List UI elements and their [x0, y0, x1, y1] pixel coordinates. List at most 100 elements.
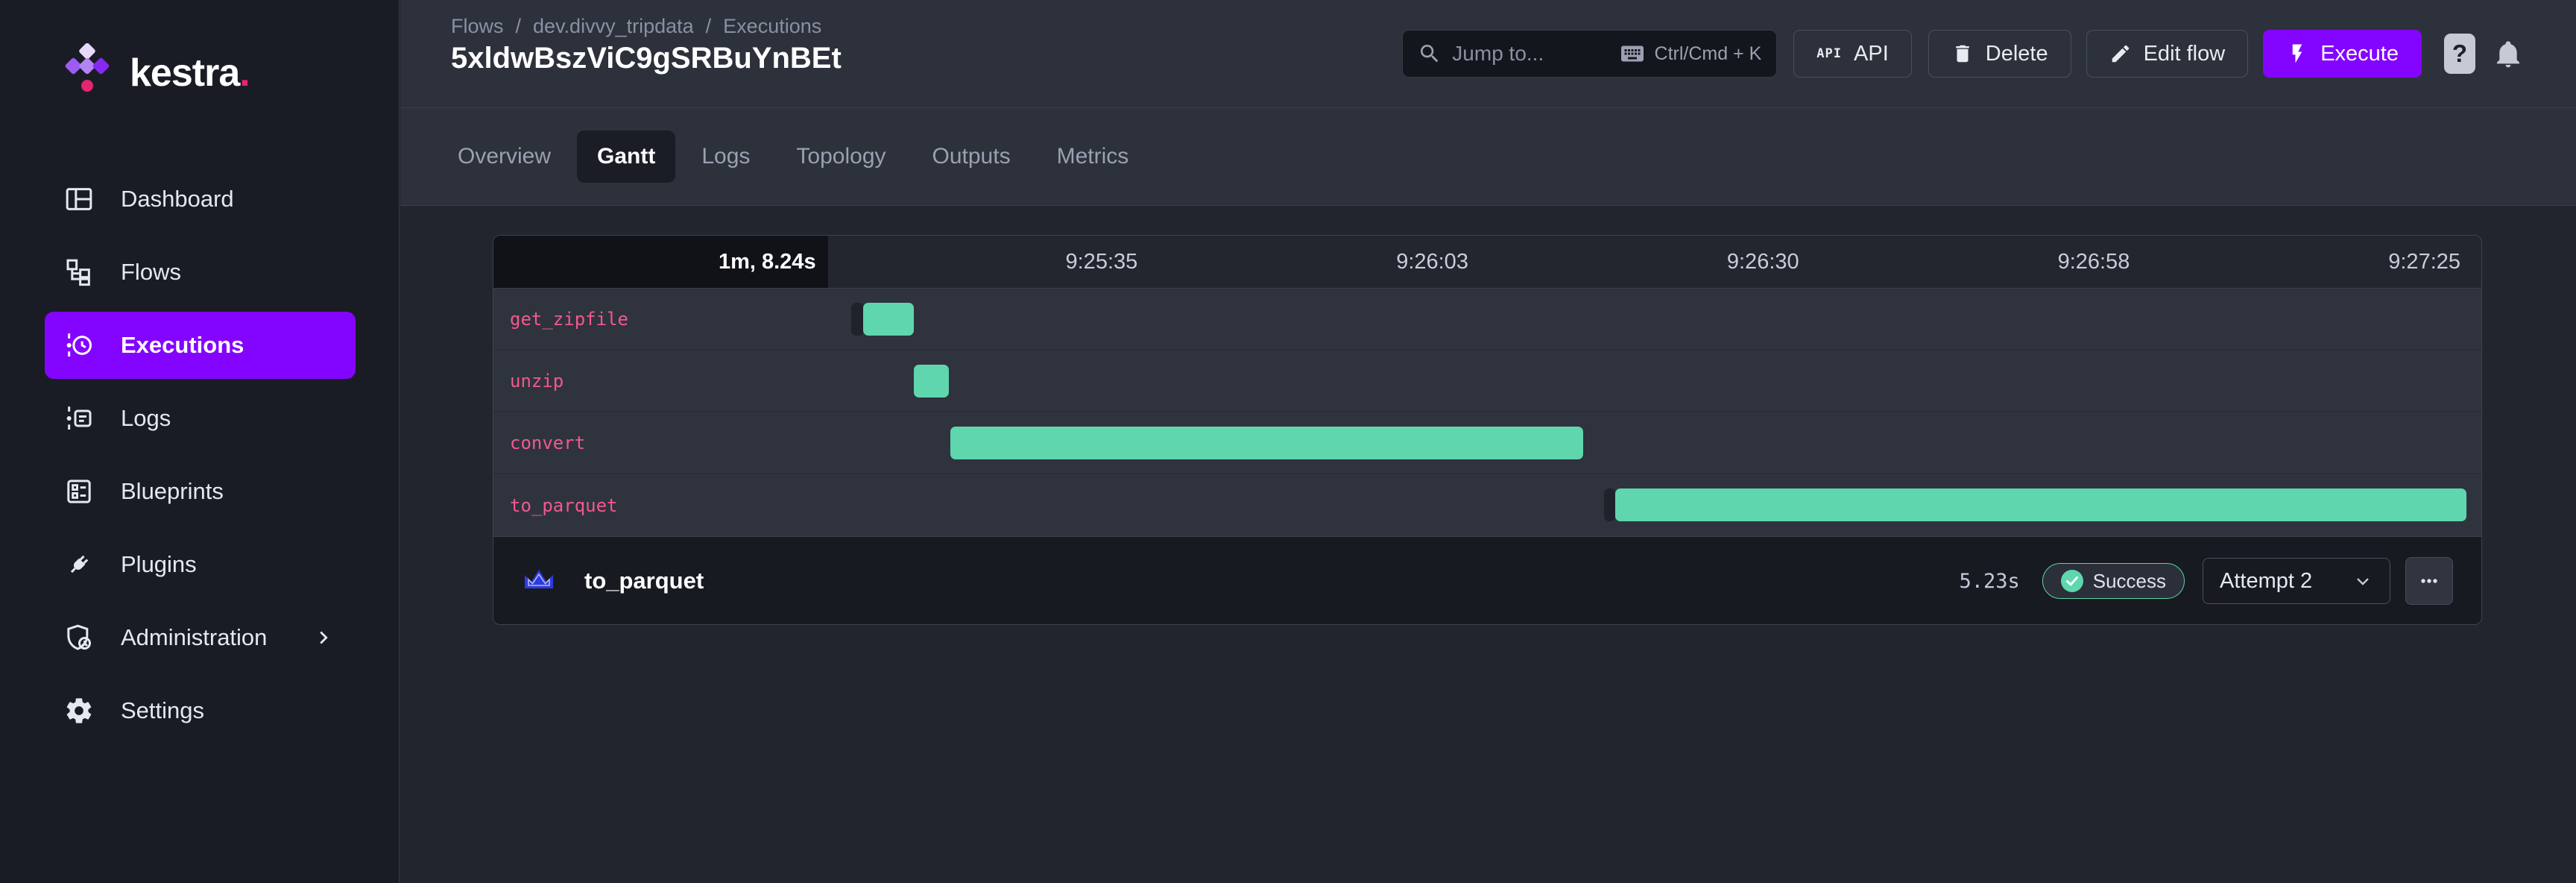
breadcrumb-separator: /	[515, 15, 522, 37]
executions-icon	[64, 330, 94, 360]
attempt-select-value: Attempt 2	[2220, 568, 2313, 593]
keyboard-icon	[1619, 40, 1646, 67]
header-actions: Jump to... Ctrl/Cmd + K API API Delete	[1402, 0, 2523, 107]
tab-gantt[interactable]: Gantt	[577, 131, 676, 183]
sidebar-item-flows[interactable]: Flows	[0, 236, 399, 309]
check-circle-icon	[2060, 570, 2083, 592]
breadcrumb-namespace[interactable]: dev.divvy_tripdata	[533, 15, 694, 37]
breadcrumb-executions[interactable]: Executions	[723, 15, 822, 37]
sidebar-nav: Dashboard Flows Executions	[0, 163, 399, 747]
time-tick: 9:25:35	[1065, 249, 1138, 274]
gantt-panel: 1m, 8.24s 9:25:35 9:26:03 9:26:30 9:26:5…	[493, 235, 2482, 625]
sidebar-item-label: Settings	[121, 697, 205, 723]
gantt-run-bar[interactable]	[950, 427, 1584, 459]
help-button[interactable]: ?	[2444, 34, 2475, 74]
sidebar-item-administration[interactable]: Administration	[0, 601, 399, 674]
kestra-logo-icon	[63, 43, 112, 103]
task-duration: 5.23s	[1959, 569, 2020, 593]
brand-name: kestra.	[130, 51, 250, 95]
gantt-queue-bar	[851, 303, 864, 336]
bell-icon	[2493, 39, 2523, 69]
sidebar-item-settings[interactable]: Settings	[0, 674, 399, 747]
time-tick: 9:26:58	[2057, 249, 2130, 274]
task-plugin-icon	[522, 564, 556, 598]
plugins-icon	[64, 550, 94, 579]
blueprints-icon	[64, 477, 94, 506]
attempt-select[interactable]: Attempt 2	[2203, 558, 2390, 604]
gantt-timeline-header: 1m, 8.24s 9:25:35 9:26:03 9:26:30 9:26:5…	[493, 236, 2481, 289]
status-badge: Success	[2042, 563, 2185, 599]
sidebar-item-label: Executions	[121, 332, 244, 358]
gantt-rows: get_zipfile unzip convert to_parquet	[493, 289, 2481, 536]
page-title: 5xldwBszViC9gSRBuYnBEt	[451, 42, 842, 75]
gantt-row-convert[interactable]: convert	[493, 412, 2481, 474]
gantt-row-get_zipfile[interactable]: get_zipfile	[493, 289, 2481, 351]
notifications-button[interactable]	[2493, 39, 2523, 69]
lightning-bolt-icon	[2286, 43, 2308, 65]
task-detail-row: to_parquet 5.23s Success Attempt 2	[493, 536, 2481, 624]
tab-logs[interactable]: Logs	[701, 144, 751, 169]
settings-icon	[64, 696, 94, 726]
main-area: Flows / dev.divvy_tripdata / Executions …	[400, 0, 2576, 883]
gantt-run-bar[interactable]	[1614, 488, 2466, 521]
tab-bar: Overview Gantt Logs Topology Outputs Met…	[400, 107, 2576, 206]
time-tick: 9:27:25	[2388, 249, 2461, 274]
sidebar-item-plugins[interactable]: Plugins	[0, 528, 399, 601]
trash-icon	[1951, 43, 1974, 65]
status-label: Success	[2092, 569, 2166, 592]
search-placeholder: Jump to...	[1452, 42, 1544, 65]
edit-flow-button[interactable]: Edit flow	[2086, 30, 2249, 78]
search-icon	[1418, 42, 1442, 66]
tab-topology[interactable]: Topology	[796, 144, 886, 169]
kestra-logo[interactable]: kestra.	[63, 43, 250, 103]
task-label: convert	[510, 432, 586, 453]
gantt-run-bar[interactable]	[863, 303, 915, 336]
tab-overview[interactable]: Overview	[458, 144, 552, 169]
sidebar-item-label: Blueprints	[121, 478, 224, 504]
detail-task-name: to_parquet	[584, 568, 704, 594]
api-button[interactable]: API API	[1793, 30, 1912, 78]
gantt-row-to_parquet[interactable]: to_parquet	[493, 474, 2481, 536]
api-icon: API	[1816, 46, 1843, 61]
time-tick: 9:26:03	[1396, 249, 1468, 274]
sidebar-item-dashboard[interactable]: Dashboard	[0, 163, 399, 236]
sidebar-item-label: Logs	[121, 405, 171, 431]
search-input[interactable]: Jump to... Ctrl/Cmd + K	[1402, 30, 1778, 78]
sidebar-item-label: Flows	[121, 259, 181, 285]
administration-icon	[64, 623, 94, 653]
sidebar-item-executions[interactable]: Executions	[0, 309, 399, 382]
breadcrumb-flows[interactable]: Flows	[451, 15, 504, 37]
execution-duration: 1m, 8.24s	[493, 236, 828, 288]
breadcrumb-separator: /	[705, 15, 712, 37]
gantt-run-bar[interactable]	[914, 365, 949, 397]
tab-metrics[interactable]: Metrics	[1056, 144, 1129, 169]
logs-icon	[64, 403, 94, 433]
chevron-right-icon	[312, 626, 335, 649]
breadcrumb: Flows / dev.divvy_tripdata / Executions	[451, 15, 821, 38]
sidebar-item-label: Administration	[121, 624, 268, 650]
dashboard-icon	[64, 184, 94, 214]
task-label: get_zipfile	[510, 308, 628, 330]
sidebar-item-label: Dashboard	[121, 186, 234, 212]
gantt-row-unzip[interactable]: unzip	[493, 351, 2481, 412]
search-shortcut: Ctrl/Cmd + K	[1619, 40, 1761, 67]
delete-button[interactable]: Delete	[1928, 30, 2071, 78]
tab-outputs[interactable]: Outputs	[932, 144, 1011, 169]
execute-button[interactable]: Execute	[2263, 30, 2422, 78]
more-options-button[interactable]	[2405, 557, 2453, 605]
time-tick: 9:26:30	[1726, 249, 1799, 274]
sidebar: kestra. Dashboard Flows	[0, 0, 400, 883]
chevron-down-icon	[2352, 571, 2373, 591]
sidebar-item-logs[interactable]: Logs	[0, 382, 399, 455]
pencil-icon	[2109, 43, 2132, 65]
task-label: unzip	[510, 370, 564, 392]
sidebar-item-label: Plugins	[121, 551, 197, 577]
sidebar-item-blueprints[interactable]: Blueprints	[0, 455, 399, 528]
gantt-view: 1m, 8.24s 9:25:35 9:26:03 9:26:30 9:26:5…	[400, 206, 2576, 625]
task-label: to_parquet	[510, 494, 618, 516]
top-header: Flows / dev.divvy_tripdata / Executions …	[400, 0, 2576, 107]
gantt-queue-bar	[1603, 488, 1615, 521]
flows-icon	[64, 257, 94, 287]
help-icon: ?	[2452, 40, 2468, 67]
ellipsis-icon	[2418, 570, 2440, 592]
